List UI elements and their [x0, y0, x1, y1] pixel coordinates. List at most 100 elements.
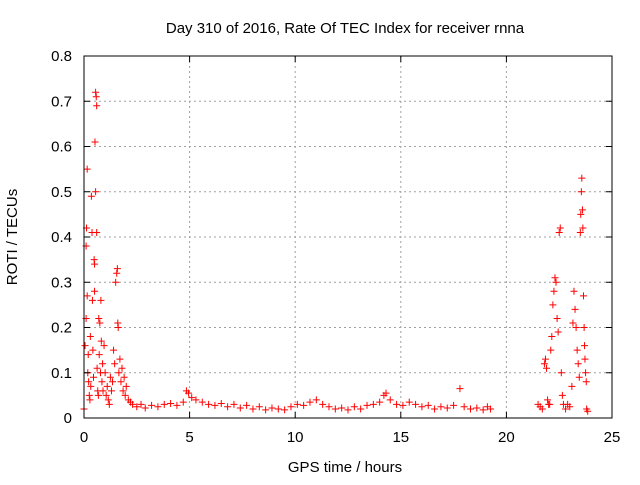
data-point-marker: [268, 404, 276, 412]
data-point-marker: [572, 324, 580, 331]
data-point-marker: [160, 400, 168, 408]
data-point-marker: [91, 260, 99, 268]
data-point-marker: [369, 400, 377, 408]
data-point-marker: [116, 355, 124, 363]
data-point-marker: [571, 305, 579, 313]
y-tick-label: 0.3: [51, 274, 72, 291]
data-point-marker: [576, 228, 584, 236]
data-point-marker: [93, 364, 101, 372]
data-point-marker: [110, 346, 118, 354]
data-point-marker: [274, 405, 282, 413]
data-point-marker: [306, 398, 314, 406]
grid-lines: [84, 56, 612, 418]
data-point-marker: [236, 404, 244, 412]
axis-ticks: 0 5 10 15 20 25 0 0.1 0.2 0.3 0.4 0.5 0.6 0.7 0.8: [51, 48, 620, 446]
data-point-marker: [319, 400, 327, 408]
data-point-marker: [562, 405, 570, 413]
data-point-marker: [363, 401, 371, 409]
data-point-marker: [376, 398, 384, 406]
data-point-marker: [550, 287, 558, 295]
data-point-marker: [100, 342, 108, 350]
data-point-marker: [95, 351, 103, 359]
data-point-marker: [558, 391, 566, 399]
data-point-marker: [88, 296, 96, 304]
data-point-marker: [580, 324, 588, 331]
data-point-marker: [543, 364, 551, 372]
data-point-marker: [243, 401, 251, 409]
x-tick-label: 15: [392, 429, 409, 446]
data-point-marker: [112, 278, 120, 286]
data-point-marker: [87, 192, 95, 200]
data-point-marker: [450, 401, 458, 409]
data-point-marker: [540, 360, 548, 368]
x-tick-label: 25: [604, 429, 621, 446]
data-point-marker: [569, 319, 577, 327]
data-point-marker: [84, 351, 92, 359]
data-point-marker: [553, 314, 561, 322]
data-point-marker: [99, 360, 107, 368]
data-point-marker: [148, 401, 156, 409]
data-point-marker: [575, 373, 583, 381]
data-point-marker: [167, 400, 175, 408]
data-point-marker: [85, 378, 93, 386]
data-point-marker: [137, 400, 145, 408]
data-point-marker: [81, 342, 89, 350]
data-point-marker: [86, 396, 94, 404]
plot-frame: [83, 55, 613, 419]
x-tick-label: 0: [80, 429, 88, 446]
data-point-marker: [548, 333, 556, 341]
data-point-marker: [87, 382, 95, 390]
data-point-marker: [92, 188, 100, 196]
data-point-marker: [91, 138, 99, 146]
data-point-marker: [460, 403, 468, 411]
data-point-marker: [92, 93, 100, 101]
data-point-marker: [582, 378, 590, 386]
data-point-marker: [556, 224, 564, 232]
data-point-marker: [173, 401, 181, 409]
data-point-marker: [93, 228, 101, 236]
data-point-marker: [111, 360, 119, 368]
data-point-marker: [92, 88, 100, 96]
data-point-marker: [107, 387, 115, 395]
data-point-marker: [121, 391, 129, 399]
data-point-marker: [211, 401, 219, 409]
data-point-marker: [83, 292, 91, 300]
y-tick-label: 0.7: [51, 93, 72, 110]
data-point-marker: [89, 346, 97, 354]
y-tick-label: 0.6: [51, 139, 72, 156]
data-point-marker: [90, 373, 98, 381]
data-point-marker: [97, 337, 105, 345]
data-point-marker: [300, 401, 308, 409]
data-point-marker: [551, 274, 559, 282]
data-point-marker: [293, 400, 301, 408]
data-point-marker: [95, 314, 103, 322]
y-tick-label: 0.1: [51, 365, 72, 382]
data-point-marker: [230, 400, 238, 408]
y-axis-label: ROTI / TECUs: [4, 189, 21, 285]
x-tick-label: 10: [287, 429, 304, 446]
data-point-marker: [104, 396, 112, 404]
data-point-marker: [552, 278, 560, 286]
data-point-marker: [91, 287, 99, 295]
data-point-marker: [122, 382, 130, 390]
data-point-marker: [99, 387, 107, 395]
data-point-marker: [546, 400, 554, 408]
data-point-marker: [118, 364, 126, 372]
data-point-marker: [443, 404, 451, 412]
data-point-marker: [386, 396, 394, 404]
data-point-marker: [331, 405, 339, 413]
data-point-marker: [456, 385, 464, 393]
data-point-marker: [437, 403, 445, 411]
data-point-marker: [192, 396, 200, 404]
data-point-marker: [179, 398, 187, 406]
data-point-marker: [578, 206, 586, 214]
data-point-marker: [105, 400, 113, 408]
data-point-marker: [466, 405, 474, 413]
data-point-marker: [554, 328, 562, 336]
data-point-marker: [566, 403, 574, 411]
data-point-marker: [113, 269, 121, 277]
data-point-marker: [97, 296, 105, 304]
data-point-marker: [205, 400, 213, 408]
data-point-marker: [579, 292, 587, 300]
